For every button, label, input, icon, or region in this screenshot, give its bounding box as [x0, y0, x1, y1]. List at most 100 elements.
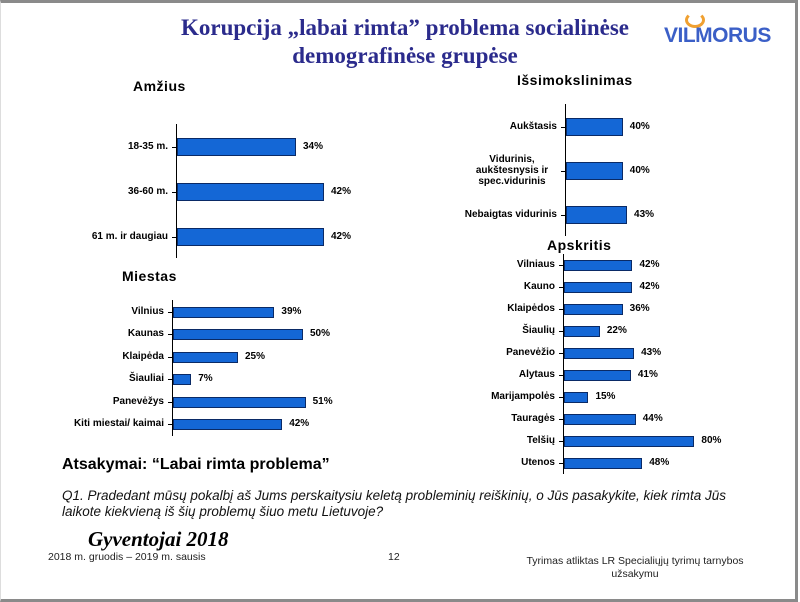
data-label: 39%: [281, 306, 302, 317]
axis-tick: [172, 192, 176, 193]
footer-note-line-1: Tyrimas atliktas LR Specialiųjų tyrimų t…: [526, 555, 744, 567]
axis-tick: [559, 419, 563, 420]
bar: [566, 118, 623, 136]
footer-note-line-2: užsakymu: [611, 568, 659, 580]
bar: [564, 281, 633, 293]
category-label: Alytaus: [518, 369, 555, 380]
axis-tick: [559, 463, 563, 464]
data-label: 15%: [595, 391, 616, 402]
data-label: 40%: [629, 121, 650, 132]
bar: [566, 162, 623, 180]
data-label: 43%: [634, 209, 655, 220]
axis-tick: [172, 147, 176, 148]
category-label: Nebaigtas vidurinis: [464, 209, 557, 220]
category-label: Vilnius: [131, 306, 164, 317]
vilmorus-logo: VILMORUS: [664, 24, 771, 47]
category-label: Panevėžio: [506, 347, 555, 358]
axis-tick: [559, 353, 563, 354]
axis-tick: [168, 402, 172, 403]
title-line-2: demografinėse grupėse: [292, 43, 518, 68]
category-label: 36-60 m.: [127, 186, 168, 197]
bar: [564, 457, 643, 469]
category-label: Panevėžys: [112, 396, 164, 407]
data-label: 42%: [289, 418, 310, 429]
category-label: Telšių: [526, 435, 555, 446]
title-line-1: Korupcija „labai rimta” problema sociali…: [180, 15, 630, 40]
data-label: 22%: [606, 325, 627, 336]
bar: [177, 183, 324, 201]
survey-name: Gyventojai 2018: [88, 527, 229, 551]
category-label: Vilniaus: [516, 259, 555, 270]
bar: [564, 347, 635, 359]
data-label: 42%: [639, 281, 660, 292]
axis-tick: [561, 127, 565, 128]
y-axis: [172, 300, 173, 436]
axis-tick: [559, 265, 563, 266]
bar: [173, 306, 275, 318]
bar: [564, 259, 633, 271]
bar: [173, 418, 283, 430]
axis-tick: [559, 375, 563, 376]
bar: [566, 206, 628, 224]
category-label: Šiaulių: [522, 325, 555, 336]
chart-title: Išsimokslinimas: [517, 72, 633, 88]
bar: [177, 228, 324, 246]
axis-tick: [559, 441, 563, 442]
category-label: Aukštasis: [509, 121, 557, 132]
category-label: Tauragės: [511, 413, 555, 424]
bar: [173, 328, 303, 340]
data-label: 40%: [629, 165, 650, 176]
logo-arc-icon: [685, 12, 705, 28]
axis-tick: [168, 357, 172, 358]
data-label: 48%: [649, 457, 670, 468]
answer-label: Atsakymai: “Labai rimta problema”: [62, 456, 330, 473]
bar: [173, 351, 238, 363]
bar: [564, 391, 589, 403]
axis-tick: [172, 237, 176, 238]
survey-period: 2018 m. gruodis – 2019 m. sausis: [48, 551, 206, 563]
axis-tick: [559, 397, 563, 398]
bar: [564, 413, 636, 425]
category-label: Utenos: [521, 457, 555, 468]
bar: [564, 435, 695, 447]
axis-tick: [559, 309, 563, 310]
category-label: Kauno: [523, 281, 555, 292]
axis-tick: [561, 171, 565, 172]
slide-title: Korupcija „labai rimta” problema sociali…: [120, 14, 690, 70]
axis-tick: [168, 424, 172, 425]
bar: [173, 396, 306, 408]
data-label: 42%: [639, 259, 660, 270]
axis-tick: [168, 379, 172, 380]
chart-title: Apskritis: [547, 237, 612, 253]
data-label: 34%: [303, 141, 324, 152]
data-label: 50%: [310, 328, 331, 339]
data-label: 43%: [641, 347, 662, 358]
page-number: 12: [388, 551, 400, 563]
axis-tick: [559, 331, 563, 332]
category-label: 18-35 m.: [127, 141, 168, 152]
category-label: Klaipėdos: [507, 303, 555, 314]
category-label: Kaunas: [127, 328, 164, 339]
data-label: 25%: [245, 351, 266, 362]
data-label: 80%: [701, 435, 722, 446]
bar: [564, 303, 623, 315]
axis-tick: [561, 215, 565, 216]
category-label: Marijampolės: [491, 391, 555, 402]
category-label: Kiti miestai/ kaimai: [73, 418, 164, 429]
chart-title: Miestas: [122, 268, 177, 284]
data-label: 51%: [312, 396, 333, 407]
y-axis: [565, 104, 566, 236]
bar: [177, 138, 296, 156]
chart-title: Amžius: [133, 78, 186, 94]
data-label: 44%: [642, 413, 663, 424]
category-label: 61 m. ir daugiau: [91, 231, 168, 242]
category-label: Šiauliai: [128, 373, 164, 384]
bar: [173, 373, 192, 385]
footer-note: Tyrimas atliktas LR Specialiųjų tyrimų t…: [520, 555, 750, 581]
data-label: 7%: [198, 373, 213, 384]
data-label: 41%: [637, 369, 658, 380]
category-label: Vidurinis, aukštesnysis ir spec.vidurini…: [475, 154, 549, 187]
axis-tick: [168, 312, 172, 313]
category-label: Klaipėda: [122, 351, 164, 362]
